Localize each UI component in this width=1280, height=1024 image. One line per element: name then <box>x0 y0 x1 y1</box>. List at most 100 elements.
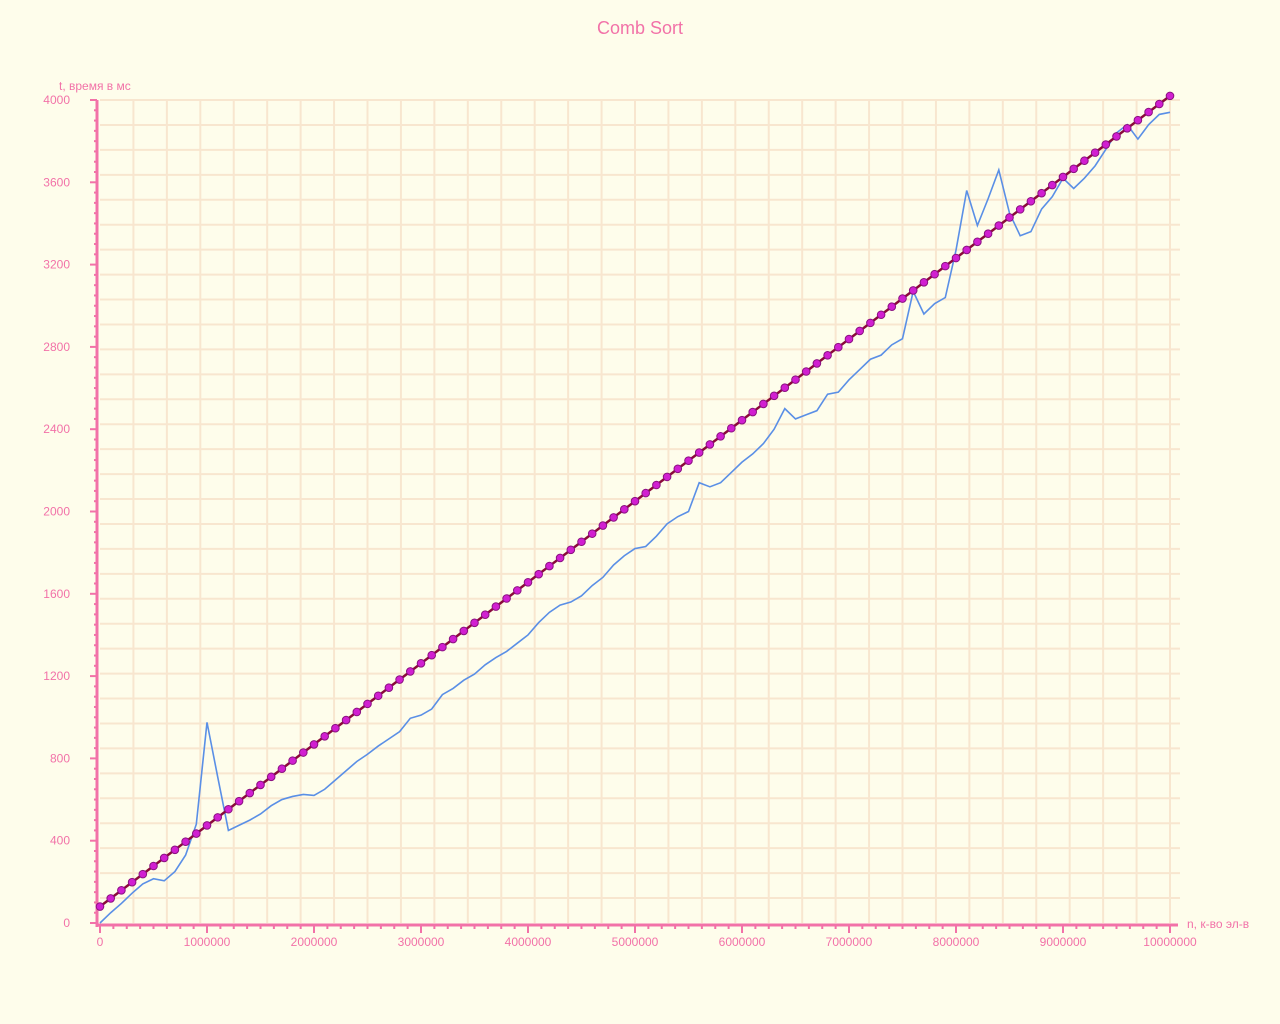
fit-point <box>566 545 576 555</box>
fit-point <box>1101 140 1111 149</box>
fit-point <box>887 302 897 311</box>
fit-point <box>630 496 640 506</box>
fit-point <box>181 837 190 846</box>
fit-point <box>1080 156 1089 166</box>
fit-point <box>919 278 929 287</box>
fit-point <box>363 699 372 709</box>
fit-point <box>1165 91 1175 101</box>
fit-point <box>673 464 683 474</box>
y-tick-label: 1200 <box>43 669 70 683</box>
fit-point <box>309 740 319 749</box>
fit-point <box>438 642 447 652</box>
x-tick-label: 6000000 <box>719 935 766 949</box>
fit-point <box>973 237 982 247</box>
fit-point <box>898 294 907 303</box>
fit-point <box>727 423 736 433</box>
fit-point <box>149 861 158 871</box>
fit-point <box>502 594 511 603</box>
x-tick-label: 8000000 <box>933 935 980 949</box>
fit-point <box>748 407 758 417</box>
fit-point <box>823 350 832 360</box>
fit-point <box>373 691 383 701</box>
fit-point <box>170 845 180 855</box>
fit-point <box>1133 115 1143 125</box>
x-tick-label: 10000000 <box>1143 935 1197 949</box>
fit-point <box>587 529 597 538</box>
fit-point <box>202 821 212 830</box>
axes <box>90 99 1178 933</box>
chart-title: Comb Sort <box>597 18 683 38</box>
y-tick-label: 2800 <box>43 340 70 354</box>
fit-point <box>245 788 255 798</box>
fit-point <box>352 707 362 717</box>
series-line-measured <box>99 111 1171 924</box>
y-axis-label: t, время в мс <box>59 79 131 93</box>
fit-point <box>1048 180 1057 190</box>
fit-point <box>320 732 330 741</box>
fit-point <box>801 367 811 376</box>
fit-point <box>416 659 426 668</box>
x-tick-label: 9000000 <box>1040 935 1087 949</box>
fit-point <box>480 610 490 620</box>
fit-point <box>662 472 672 482</box>
fit-point <box>106 894 115 903</box>
fit-point <box>277 764 287 774</box>
fit-point <box>288 756 297 765</box>
fit-point <box>641 488 651 498</box>
fit-point <box>138 869 148 879</box>
fit-point <box>384 683 394 692</box>
fit-point <box>866 318 875 328</box>
fit-point <box>791 375 800 384</box>
fit-point <box>780 383 790 393</box>
x-tick-label: 2000000 <box>291 935 338 949</box>
fit-point <box>1069 164 1078 174</box>
fit-point <box>224 804 233 814</box>
fit-point <box>534 569 544 579</box>
fit-point <box>470 618 479 628</box>
fit-point <box>448 634 458 644</box>
fit-point <box>737 415 747 425</box>
fit-point <box>694 448 704 457</box>
fit-point <box>341 715 351 725</box>
fit-point <box>1122 124 1132 133</box>
x-tick-label: 7000000 <box>826 935 873 949</box>
y-tick-label: 400 <box>50 834 70 848</box>
fit-point <box>620 505 629 514</box>
fit-point <box>117 886 126 895</box>
series <box>95 91 1175 924</box>
fit-point <box>994 221 1004 230</box>
y-tick-label: 3600 <box>43 175 70 189</box>
fit-point <box>513 586 522 595</box>
fit-point <box>598 521 608 530</box>
fit-point <box>331 723 340 733</box>
x-tick-label: 0 <box>97 935 104 949</box>
fit-point <box>834 342 843 352</box>
fit-point <box>1155 99 1164 109</box>
grid <box>100 99 1180 923</box>
fit-point <box>1112 132 1121 141</box>
fit-point <box>1037 188 1046 198</box>
fit-point <box>941 261 950 271</box>
fit-point <box>652 480 661 490</box>
fit-point <box>577 537 586 547</box>
fit-point <box>962 245 972 255</box>
fit-point <box>759 399 768 409</box>
fit-point <box>523 577 533 587</box>
fit-point <box>844 334 854 344</box>
y-tick-label: 2000 <box>43 505 70 519</box>
fit-point <box>427 650 437 660</box>
fit-point <box>545 561 554 571</box>
y-tick-label: 800 <box>50 751 70 765</box>
fit-point <box>1090 148 1100 157</box>
x-axis-label: n, к-во эл-в <box>1187 917 1249 931</box>
fit-point <box>459 626 469 636</box>
fit-point <box>983 229 993 238</box>
fit-point <box>192 829 201 838</box>
fit-point <box>406 667 415 676</box>
x-tick-label: 3000000 <box>398 935 445 949</box>
fit-point <box>213 813 222 822</box>
y-tick-label: 1600 <box>43 587 70 601</box>
fit-point <box>159 853 169 863</box>
fit-point <box>812 359 822 368</box>
fit-point <box>395 675 404 684</box>
